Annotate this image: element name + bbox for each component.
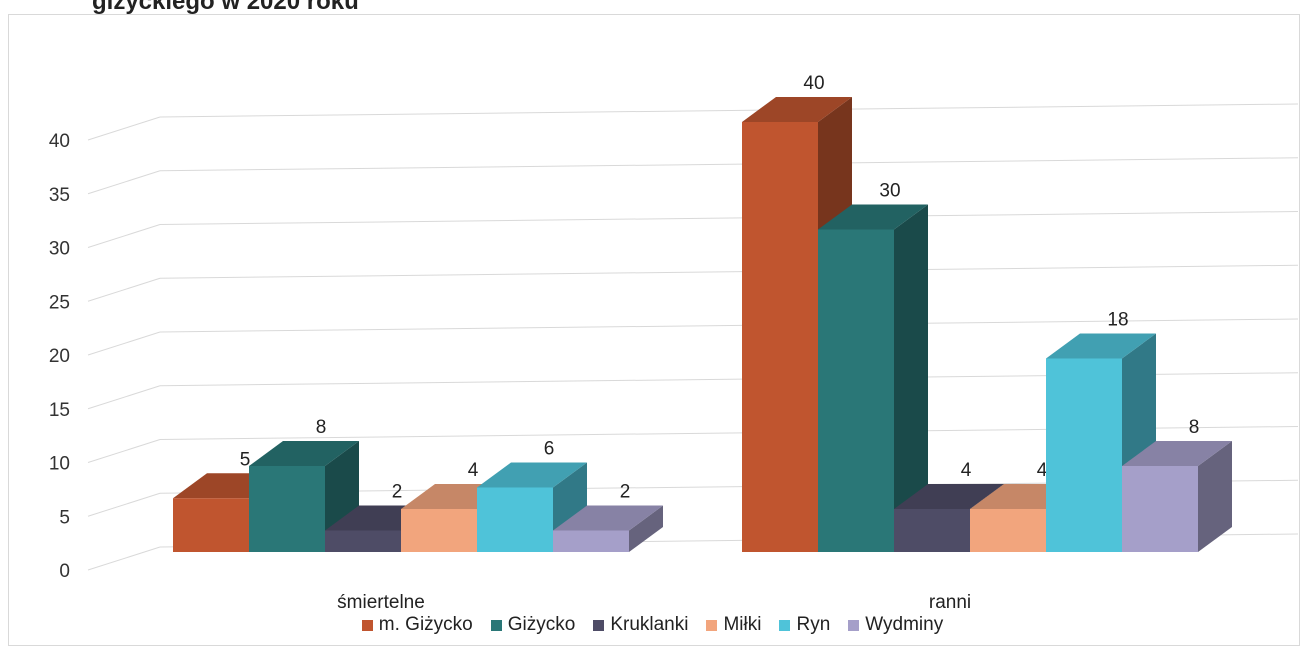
bar-side xyxy=(629,505,663,552)
gridline xyxy=(159,211,1299,225)
data-label: 4 xyxy=(468,460,479,481)
bar-top xyxy=(1046,333,1156,359)
x-category-label: ranni xyxy=(929,592,971,613)
legend-item: Miłki xyxy=(706,614,761,636)
data-label: 4 xyxy=(1037,460,1048,481)
y-tick-label: 15 xyxy=(49,400,70,421)
bar-Wydminy xyxy=(553,530,629,552)
legend-swatch xyxy=(706,619,718,631)
y-tick-label: 30 xyxy=(49,239,70,260)
legend-swatch xyxy=(779,619,791,631)
data-label: 2 xyxy=(392,482,403,503)
gridline-depth xyxy=(87,492,161,517)
data-label: 18 xyxy=(1107,310,1128,331)
gridline-depth xyxy=(87,439,161,463)
x-category-label: śmiertelne xyxy=(337,592,425,613)
bar-top xyxy=(818,204,928,230)
bar-top xyxy=(553,505,663,531)
chart-title: gizyckiego w 2020 roku xyxy=(92,0,359,15)
legend-item: m. Giżycko xyxy=(361,614,473,636)
bar-top xyxy=(742,97,852,122)
gridline-depth xyxy=(87,116,161,141)
legend-label: Giżycko xyxy=(507,614,576,635)
bar-Giżycko xyxy=(818,229,894,552)
y-tick-label: 25 xyxy=(49,292,70,313)
gridline-depth xyxy=(87,385,161,410)
y-tick-label: 10 xyxy=(49,454,70,475)
legend-item: Ryn xyxy=(779,614,830,636)
gridline-depth xyxy=(87,170,161,195)
data-label: 8 xyxy=(316,417,327,438)
bar-Kruklanki xyxy=(894,509,970,552)
bar-Giżycko xyxy=(249,466,325,552)
legend-swatch xyxy=(490,619,502,631)
bar-side xyxy=(894,204,928,552)
bar-top xyxy=(477,462,587,488)
gridline xyxy=(159,157,1299,172)
y-tick-label: 20 xyxy=(49,346,70,367)
legend-label: Ryn xyxy=(796,614,831,635)
legend-label: Miłki xyxy=(723,614,762,635)
gridline xyxy=(159,103,1299,118)
y-tick-label: 40 xyxy=(49,131,70,152)
data-label: 40 xyxy=(803,73,824,94)
legend-label: Wydminy xyxy=(865,614,944,635)
legend-item: Giżycko xyxy=(490,614,576,636)
bar-Miłki xyxy=(401,509,477,552)
bar-Miłki xyxy=(970,509,1046,552)
legend-swatch xyxy=(848,619,860,631)
data-label: 4 xyxy=(961,460,972,481)
y-tick-label: 0 xyxy=(59,561,70,582)
gridline-depth xyxy=(87,546,161,571)
bar-Ryn xyxy=(1046,358,1122,552)
gridline-depth xyxy=(87,224,161,248)
legend-label: m. Giżycko xyxy=(378,614,473,635)
bar-Kruklanki xyxy=(325,530,401,552)
data-label: 6 xyxy=(544,439,555,460)
data-label: 8 xyxy=(1189,417,1200,438)
bar-top xyxy=(1122,441,1232,466)
data-label: 5 xyxy=(240,449,251,470)
data-label: 2 xyxy=(620,482,631,503)
data-label: 30 xyxy=(879,181,900,202)
legend-item: Kruklanki xyxy=(593,614,688,636)
legend-item: Wydminy xyxy=(848,614,943,636)
bar-top xyxy=(894,484,1004,509)
y-tick-label: 35 xyxy=(49,185,70,206)
gridline-depth xyxy=(87,331,161,356)
bar-Ryn xyxy=(477,487,553,552)
bar-m. Giżycko xyxy=(173,498,249,552)
legend-label: Kruklanki xyxy=(610,614,689,635)
gridline-depth xyxy=(87,277,161,302)
bar-top xyxy=(249,441,359,466)
bar-side xyxy=(1198,441,1232,552)
bar-Wydminy xyxy=(1122,466,1198,552)
chart-frame xyxy=(8,14,1300,646)
bar-m. Giżycko xyxy=(742,122,818,552)
legend-swatch xyxy=(361,619,373,631)
legend: m. Giżycko Giżycko Kruklanki Miłki Ryn Wydmin… xyxy=(0,614,1305,636)
y-tick-label: 5 xyxy=(59,507,70,528)
gridline xyxy=(159,264,1299,279)
legend-swatch xyxy=(593,619,605,631)
gridline xyxy=(159,318,1299,333)
